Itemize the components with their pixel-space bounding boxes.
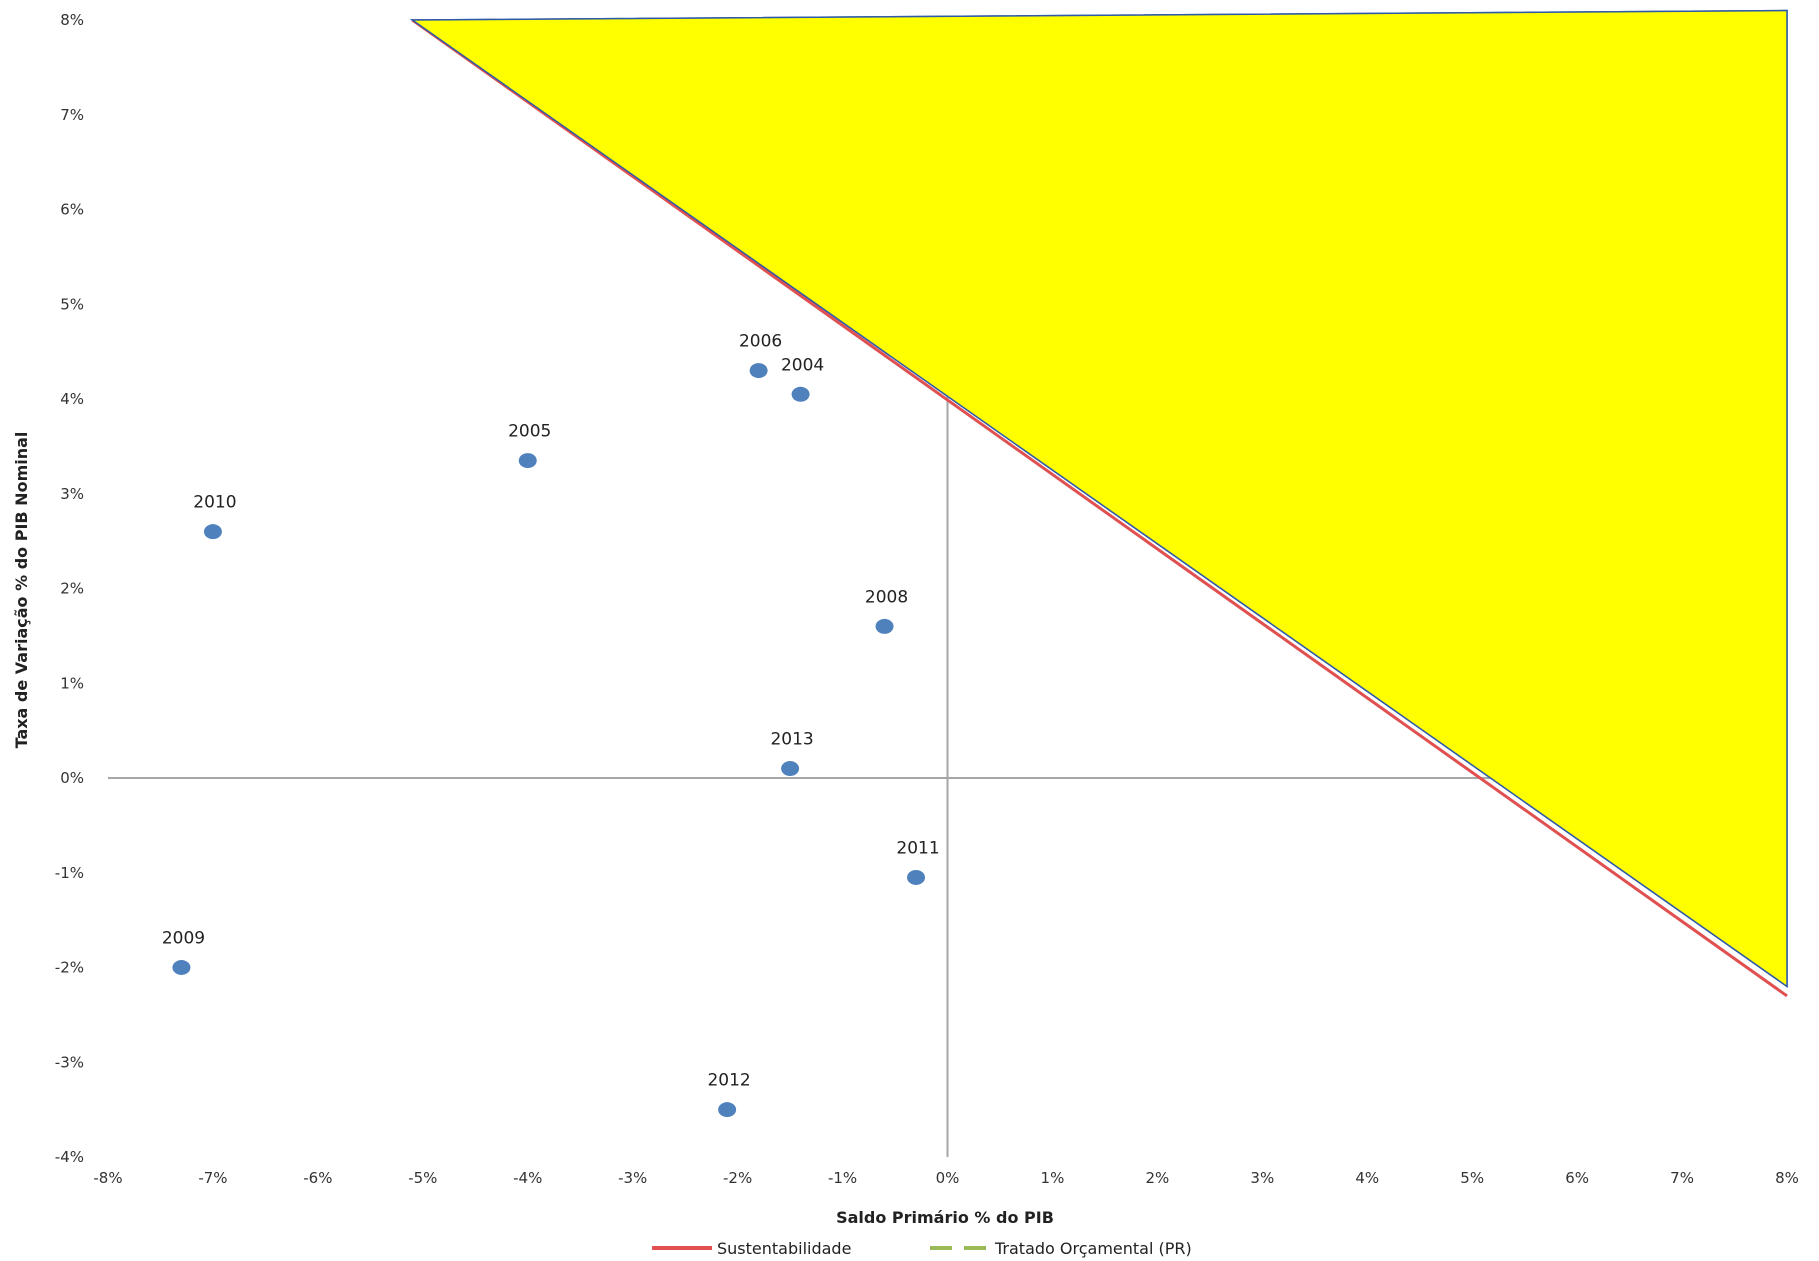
data-point-2005 xyxy=(518,453,537,469)
x-tick-label: -4% xyxy=(513,1169,542,1187)
y-tick-label: 6% xyxy=(60,201,84,219)
data-label-2010: 2010 xyxy=(193,493,236,513)
x-tick-label: -2% xyxy=(723,1169,752,1187)
y-axis-ticks: 8% 7% 6% 5% 4% 3% 2% 1% 0% -1% -2% -3% -4% xyxy=(55,11,84,1166)
data-label-2013: 2013 xyxy=(770,730,813,750)
data-point-2012 xyxy=(718,1102,737,1118)
y-tick-label: -4% xyxy=(55,1148,84,1166)
y-tick-label: -3% xyxy=(55,1053,84,1071)
data-label-2011: 2011 xyxy=(896,838,939,858)
x-tick-label: -8% xyxy=(93,1169,122,1187)
y-tick-label: 1% xyxy=(60,674,84,692)
data-label-2006: 2006 xyxy=(739,332,782,352)
y-tick-label: -2% xyxy=(55,959,84,977)
sustentabilidade-line xyxy=(411,18,1788,998)
x-tick-label: 0% xyxy=(936,1169,960,1187)
y-tick-label: 3% xyxy=(60,485,84,503)
data-label-2005: 2005 xyxy=(508,422,551,442)
x-tick-label: 2% xyxy=(1145,1169,1169,1187)
shaded-region-overlay xyxy=(409,9,1788,988)
data-point-2009 xyxy=(172,960,191,975)
y-tick-label: 5% xyxy=(60,295,84,313)
legend: Sustentabilidade Tratado Orçamental (PR) xyxy=(652,1239,1192,1258)
x-tick-label: -1% xyxy=(828,1169,857,1187)
x-tick-label: -6% xyxy=(303,1169,332,1187)
y-tick-label: 4% xyxy=(60,390,84,408)
data-label-2012: 2012 xyxy=(707,1071,750,1091)
data-point-2013 xyxy=(781,761,800,777)
x-tick-label: 5% xyxy=(1460,1169,1484,1187)
y-tick-label: 0% xyxy=(60,769,84,787)
x-tick-label: -5% xyxy=(408,1169,437,1187)
data-point-2010 xyxy=(203,524,222,540)
x-tick-label: 8% xyxy=(1775,1169,1799,1187)
x-tick-label: 1% xyxy=(1041,1169,1065,1187)
x-tick-label: -3% xyxy=(618,1169,647,1187)
data-point-2006 xyxy=(749,363,768,379)
data-label-2008: 2008 xyxy=(865,587,908,607)
x-tick-label: 7% xyxy=(1670,1169,1694,1187)
x-tick-label: 6% xyxy=(1565,1169,1589,1187)
data-label-2004: 2004 xyxy=(781,355,824,375)
y-tick-label: 2% xyxy=(60,580,84,598)
legend-sustentabilidade-label: Sustentabilidade xyxy=(717,1239,851,1258)
x-axis-ticks: -8% -7% -6% -5% -4% -3% -2% -1% 0% 1% 2% 3% 4% 5% 6% 7%… xyxy=(93,1169,1799,1187)
legend-tratado-label: Tratado Orçamental (PR) xyxy=(994,1239,1192,1258)
data-point-2011 xyxy=(907,869,926,885)
x-tick-label: 3% xyxy=(1250,1169,1274,1187)
x-tick-label: -7% xyxy=(198,1169,227,1187)
y-axis-title: Taxa de Variação % do PIB Nominal xyxy=(12,432,31,749)
x-axis-title: Saldo Primário % do PIB xyxy=(836,1208,1054,1227)
y-tick-label: 7% xyxy=(60,106,84,124)
y-tick-label: -1% xyxy=(55,864,84,882)
x-tick-label: 4% xyxy=(1355,1169,1379,1187)
y-tick-label: 8% xyxy=(60,11,84,29)
data-point-2008 xyxy=(875,618,894,634)
data-point-2004 xyxy=(791,386,810,402)
data-points: 2004 2005 2006 2008 2009 2010 2011 2012 2013 xyxy=(162,332,940,1118)
data-label-2009: 2009 xyxy=(162,929,205,949)
